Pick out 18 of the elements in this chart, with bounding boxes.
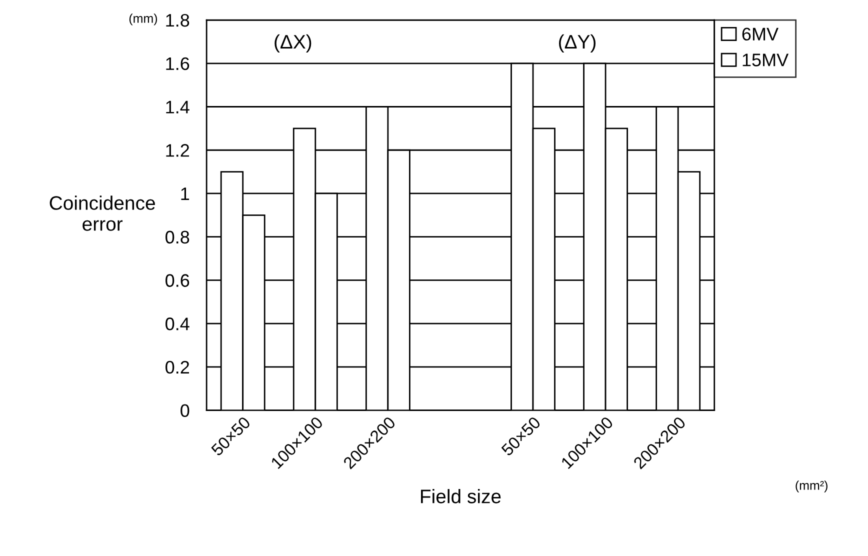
y-tick-label: 1 bbox=[181, 188, 190, 200]
y-tick-label: 0 bbox=[180, 404, 190, 418]
annotation: (ΔX) bbox=[274, 34, 312, 52]
legend-label: 15MV bbox=[742, 54, 789, 66]
legend-label: 6MV bbox=[742, 28, 778, 40]
annotation: (ΔY) bbox=[559, 34, 596, 52]
y-tick-label: 1.2 bbox=[166, 144, 190, 157]
y-tick-label: 0.4 bbox=[166, 318, 190, 330]
y-tick-label: 1.4 bbox=[166, 100, 190, 114]
y-tick-label: 1.8 bbox=[166, 14, 190, 27]
y-tick-label: 0.8 bbox=[166, 230, 190, 244]
y-tick-label: 0.2 bbox=[166, 360, 190, 374]
text: (mm²) bbox=[796, 480, 828, 492]
y-axis-title: Coincidence error bbox=[50, 196, 155, 231]
text: (mm) bbox=[129, 14, 158, 26]
y-tick-label: 0.6 bbox=[166, 274, 190, 287]
x-axis-title: Field size bbox=[421, 489, 501, 504]
y-tick-label: 1.6 bbox=[166, 57, 190, 70]
